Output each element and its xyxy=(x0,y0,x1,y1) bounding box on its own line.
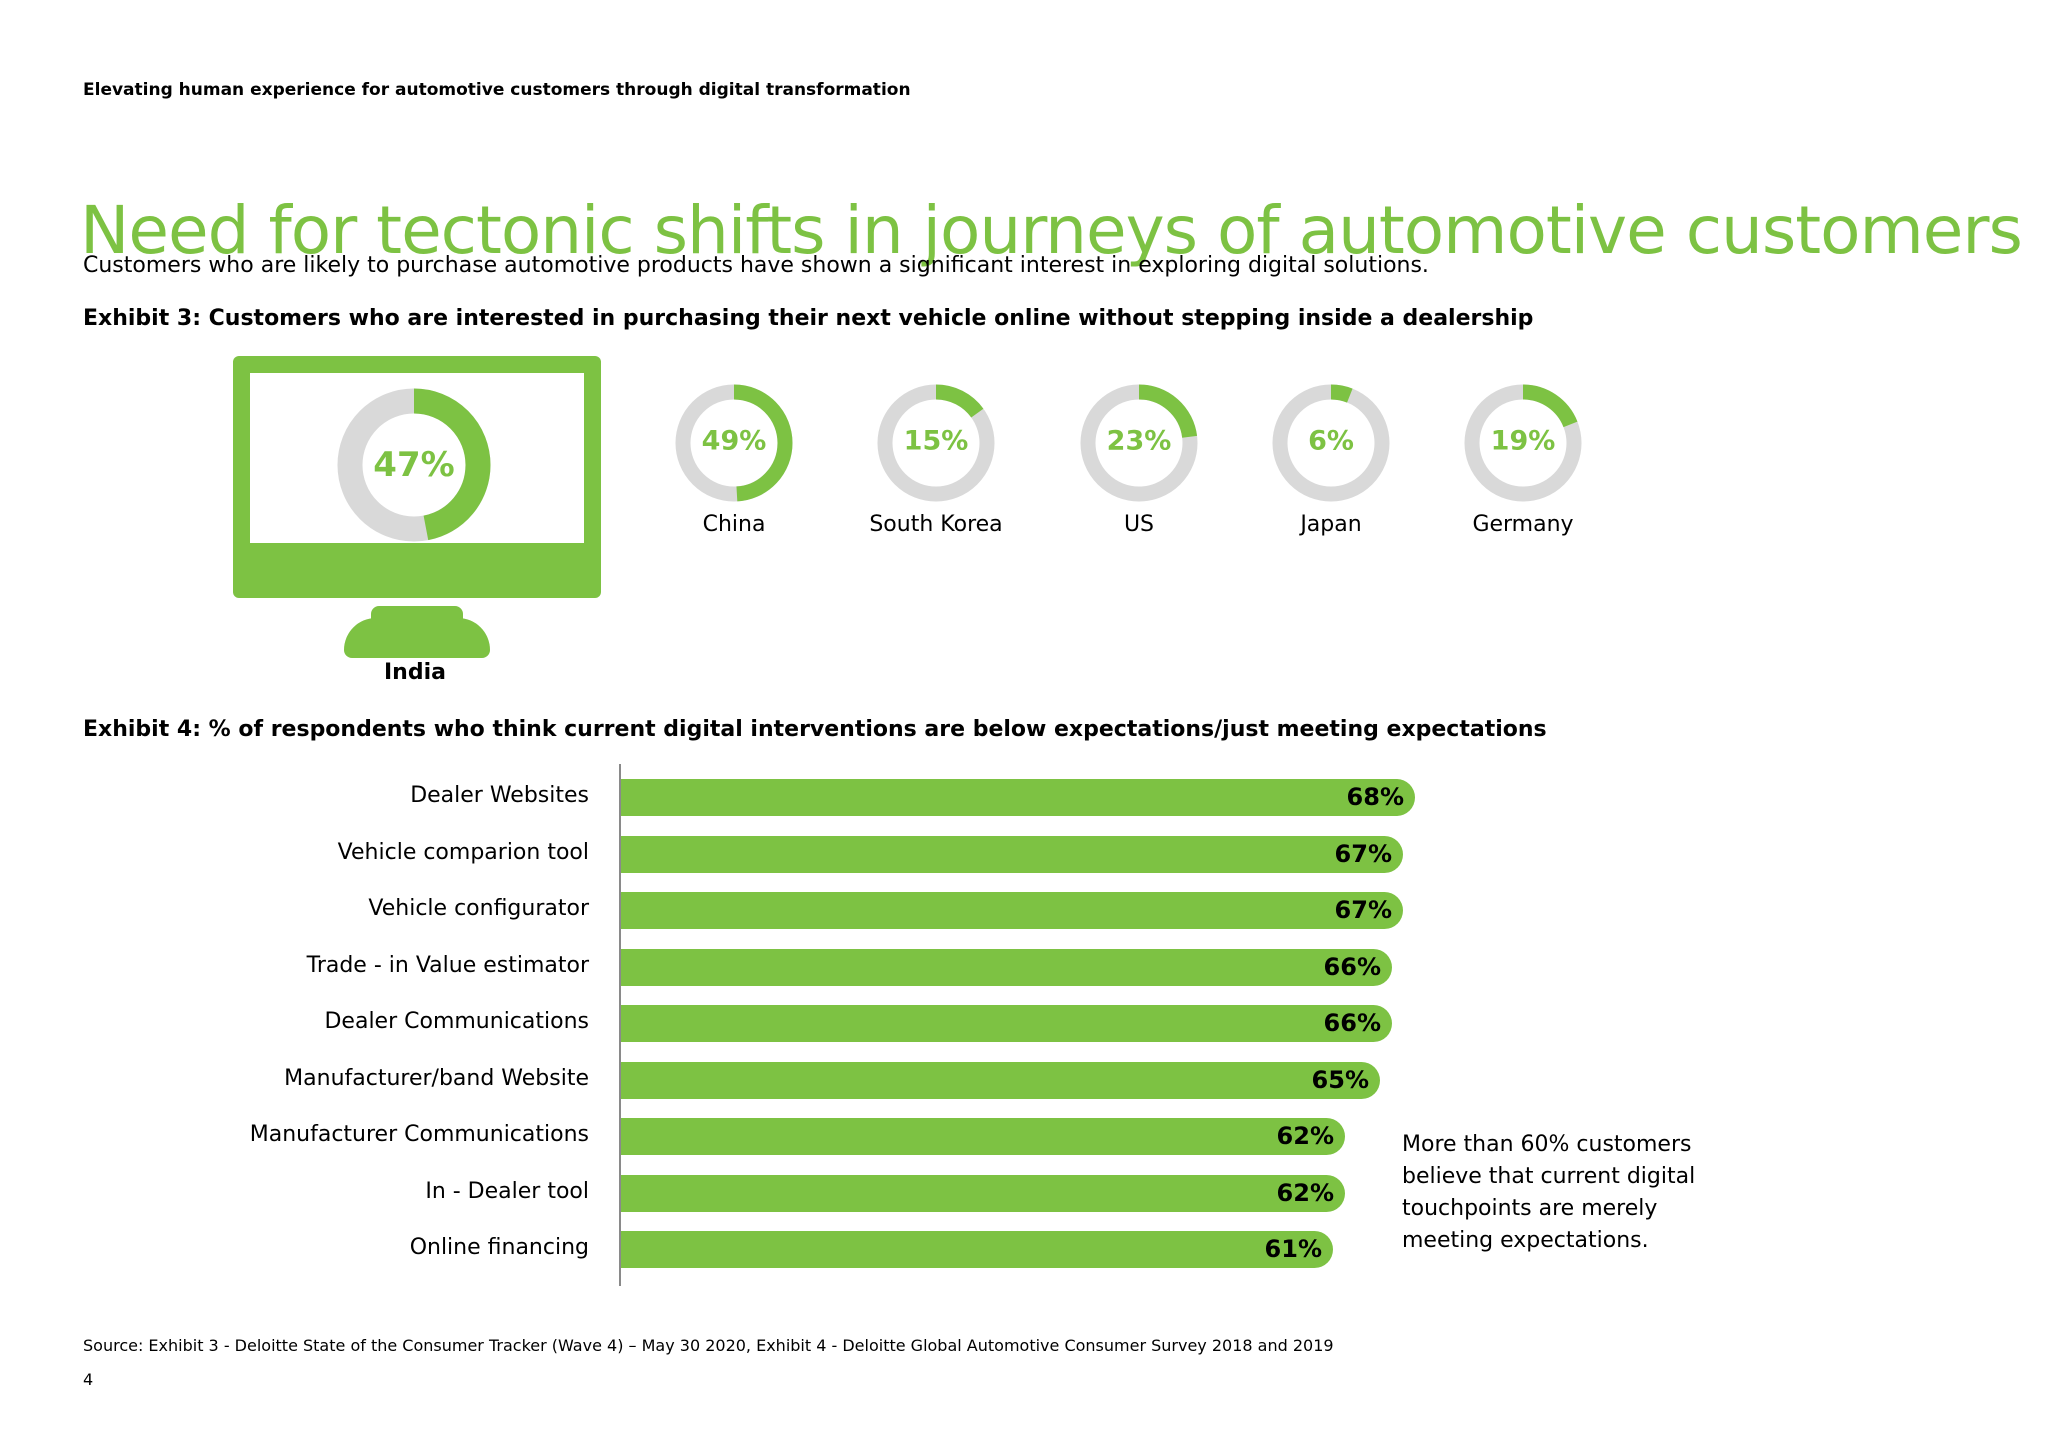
bar-value-manufacturer-communications: 62% xyxy=(1276,1122,1334,1150)
country-label-germany: Germany xyxy=(1472,512,1574,537)
exhibit-3-title: Exhibit 3: Customers who are interested … xyxy=(83,306,1534,331)
bar-value-vehicle-configurator: 67% xyxy=(1334,896,1392,924)
bar-label-dealer-websites: Dealer Websites xyxy=(410,783,589,808)
bar-label-dealer-communications: Dealer Communications xyxy=(324,1009,589,1034)
exhibit-4-title: Exhibit 4: % of respondents who think cu… xyxy=(83,717,1547,742)
bar-value-dealer-communications: 66% xyxy=(1323,1009,1381,1037)
bar-dealer-websites: 68% xyxy=(621,779,1415,816)
donut-us: 23% xyxy=(1080,384,1198,502)
page-title: Need for tectonic shifts in journeys of … xyxy=(80,192,2023,270)
donut-slice-germany xyxy=(1464,384,1582,502)
bar-chart-axis xyxy=(619,764,621,1286)
bar-label-manufacturer-communications: Manufacturer Communications xyxy=(249,1122,589,1147)
bar-value-manufacturer-band-website: 65% xyxy=(1311,1065,1369,1094)
bar-label-manufacturer-band-website: Manufacturer/band Website xyxy=(284,1065,589,1091)
bar-manufacturer-band-website: 65% xyxy=(621,1061,1380,1099)
country-label-japan: Japan xyxy=(1300,512,1362,537)
donut-slice-india xyxy=(337,388,491,542)
donut-value-us: 23% xyxy=(1107,426,1172,457)
page-number: 4 xyxy=(83,1370,94,1389)
bar-label-online-financing: Online financing xyxy=(409,1235,589,1260)
donut-value-south-korea: 15% xyxy=(904,426,969,457)
donut-value-germany: 19% xyxy=(1491,426,1556,457)
bar-in-dealer-tool: 62% xyxy=(621,1174,1345,1212)
callout-text: More than 60% customers believe that cur… xyxy=(1402,1132,1696,1253)
donut-value-china: 49% xyxy=(702,426,767,457)
bar-dealer-communications: 66% xyxy=(621,1005,1392,1042)
running-header: Elevating human experience for automotiv… xyxy=(83,80,911,100)
donut-slice-japan xyxy=(1272,384,1390,502)
monitor-stand-base xyxy=(344,618,490,658)
donut-germany: 19% xyxy=(1464,384,1582,502)
bar-value-dealer-websites: 68% xyxy=(1346,783,1404,811)
donut-value-india: 47% xyxy=(373,445,454,485)
bar-manufacturer-communications: 62% xyxy=(621,1118,1345,1155)
bar-label-trade-in-value-estimator: Trade - in Value estimator xyxy=(306,952,589,978)
donut-china: 49% xyxy=(675,384,793,502)
donut-slice-south-korea xyxy=(877,384,995,502)
country-label-china: China xyxy=(702,512,766,537)
bar-value-vehicle-comparion-tool: 67% xyxy=(1334,839,1392,868)
bar-label-vehicle-configurator: Vehicle configurator xyxy=(368,896,589,921)
donut-value-japan: 6% xyxy=(1308,426,1354,457)
bar-vehicle-configurator: 67% xyxy=(621,892,1403,929)
country-label-india: India xyxy=(384,660,446,685)
bar-online-financing: 61% xyxy=(621,1231,1333,1268)
bar-value-trade-in-value-estimator: 66% xyxy=(1323,952,1381,981)
donut-india: 47% xyxy=(337,388,491,542)
donut-slice-china xyxy=(675,384,793,502)
bar-value-in-dealer-tool: 62% xyxy=(1276,1178,1334,1207)
bar-trade-in-value-estimator: 66% xyxy=(621,948,1392,986)
country-label-south-korea: South Korea xyxy=(869,512,1003,537)
country-label-us: US xyxy=(1123,512,1155,537)
donut-south-korea: 15% xyxy=(877,384,995,502)
bar-value-online-financing: 61% xyxy=(1264,1235,1322,1263)
bar-label-in-dealer-tool: In - Dealer tool xyxy=(425,1178,589,1204)
bar-vehicle-comparion-tool: 67% xyxy=(621,835,1403,873)
bar-label-vehicle-comparion-tool: Vehicle comparion tool xyxy=(337,839,589,865)
donut-slice-us xyxy=(1080,384,1198,502)
intro-text: Customers who are likely to purchase aut… xyxy=(83,253,1429,278)
donut-japan: 6% xyxy=(1272,384,1390,502)
source-note: Source: Exhibit 3 - Deloitte State of th… xyxy=(83,1336,1334,1355)
